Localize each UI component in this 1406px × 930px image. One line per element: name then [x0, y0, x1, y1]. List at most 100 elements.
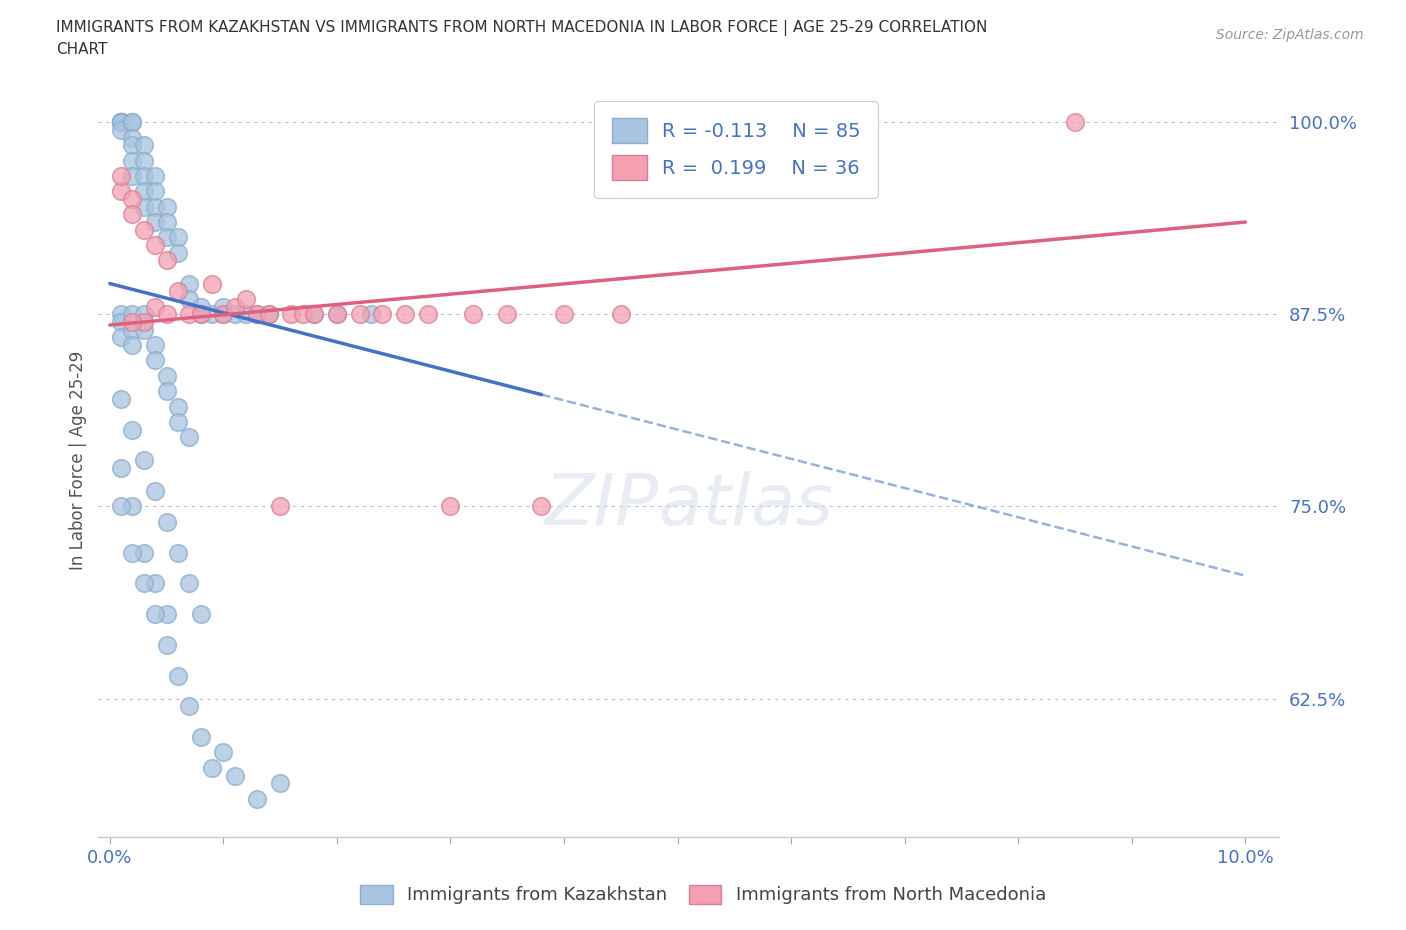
Point	[269, 776, 291, 790]
Point	[132, 153, 155, 168]
Point	[167, 246, 190, 260]
Point	[167, 284, 190, 299]
Point	[155, 637, 177, 652]
Point	[190, 307, 212, 322]
Point	[110, 499, 132, 514]
Point	[121, 545, 143, 560]
Point	[190, 730, 212, 745]
Point	[143, 606, 166, 621]
Point	[121, 499, 143, 514]
Point	[155, 368, 177, 383]
Point	[212, 745, 235, 760]
Text: IMMIGRANTS FROM KAZAKHSTAN VS IMMIGRANTS FROM NORTH MACEDONIA IN LABOR FORCE | A: IMMIGRANTS FROM KAZAKHSTAN VS IMMIGRANTS…	[56, 20, 987, 36]
Legend: Immigrants from Kazakhstan, Immigrants from North Macedonia: Immigrants from Kazakhstan, Immigrants f…	[353, 878, 1053, 911]
Point	[257, 307, 280, 322]
Point	[132, 184, 155, 199]
Point	[190, 606, 212, 621]
Point	[121, 114, 143, 129]
Point	[190, 299, 212, 314]
Point	[132, 545, 155, 560]
Point	[155, 253, 177, 268]
Point	[143, 299, 166, 314]
Point	[155, 606, 177, 621]
Point	[110, 114, 132, 129]
Point	[167, 415, 190, 430]
Point	[302, 307, 325, 322]
Point	[132, 322, 155, 337]
Point	[155, 307, 177, 322]
Point	[121, 307, 143, 322]
Point	[167, 545, 190, 560]
Point	[143, 484, 166, 498]
Point	[132, 222, 155, 237]
Point	[212, 307, 235, 322]
Point	[224, 307, 246, 322]
Point	[132, 199, 155, 214]
Point	[155, 199, 177, 214]
Point	[110, 168, 132, 183]
Point	[371, 307, 394, 322]
Point	[394, 307, 416, 322]
Point	[110, 114, 132, 129]
Point	[179, 307, 201, 322]
Point	[132, 314, 155, 329]
Point	[155, 514, 177, 529]
Point	[360, 307, 382, 322]
Legend: R = -0.113    N = 85, R =  0.199    N = 36: R = -0.113 N = 85, R = 0.199 N = 36	[595, 101, 879, 197]
Point	[155, 384, 177, 399]
Text: Source: ZipAtlas.com: Source: ZipAtlas.com	[1216, 28, 1364, 42]
Point	[110, 184, 132, 199]
Point	[143, 215, 166, 230]
Point	[257, 307, 280, 322]
Point	[190, 307, 212, 322]
Point	[110, 460, 132, 475]
Point	[167, 668, 190, 683]
Point	[269, 499, 291, 514]
Point	[143, 238, 166, 253]
Point	[110, 392, 132, 406]
Point	[132, 453, 155, 468]
Y-axis label: In Labor Force | Age 25-29: In Labor Force | Age 25-29	[69, 351, 87, 570]
Point	[132, 168, 155, 183]
Point	[121, 422, 143, 437]
Point	[121, 168, 143, 183]
Point	[553, 307, 575, 322]
Point	[121, 322, 143, 337]
Point	[179, 698, 201, 713]
Point	[110, 114, 132, 129]
Point	[121, 192, 143, 206]
Point	[110, 114, 132, 129]
Point	[610, 307, 633, 322]
Point	[246, 307, 269, 322]
Point	[121, 130, 143, 145]
Point	[121, 138, 143, 153]
Point	[121, 338, 143, 352]
Point	[246, 791, 269, 806]
Point	[132, 307, 155, 322]
Point	[224, 768, 246, 783]
Point	[110, 114, 132, 129]
Point	[1064, 114, 1087, 129]
Point	[143, 199, 166, 214]
Point	[302, 307, 325, 322]
Point	[212, 307, 235, 322]
Point	[326, 307, 349, 322]
Point	[167, 399, 190, 414]
Point	[132, 576, 155, 591]
Point	[235, 307, 257, 322]
Point	[326, 307, 349, 322]
Point	[143, 338, 166, 352]
Point	[143, 168, 166, 183]
Point	[143, 353, 166, 368]
Point	[280, 307, 302, 322]
Point	[201, 307, 224, 322]
Point	[110, 114, 132, 129]
Point	[121, 207, 143, 222]
Point	[132, 138, 155, 153]
Point	[110, 114, 132, 129]
Point	[201, 276, 224, 291]
Point	[179, 430, 201, 445]
Point	[179, 576, 201, 591]
Point	[530, 499, 553, 514]
Point	[291, 307, 314, 322]
